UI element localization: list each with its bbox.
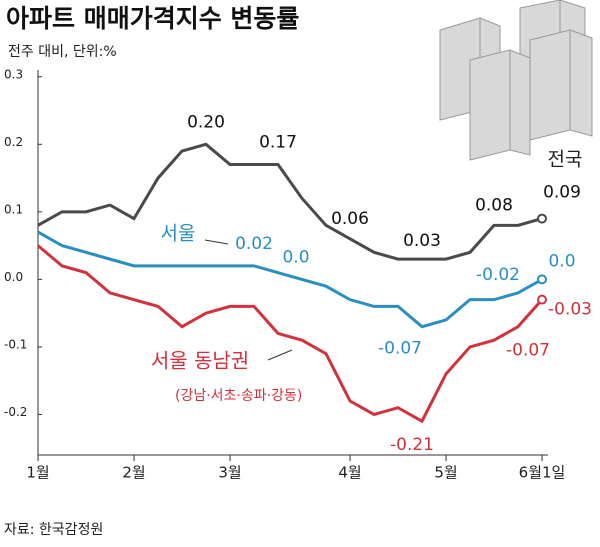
value-label: -0.02 bbox=[476, 265, 520, 285]
value-label: 0.20 bbox=[187, 112, 225, 132]
x-tick-label: 4월 bbox=[338, 464, 361, 482]
y-tick-label: 0.3 bbox=[4, 67, 23, 81]
value-label: 0.08 bbox=[475, 195, 513, 215]
annotation: (강남·서초·송파·강동) bbox=[175, 388, 302, 404]
value-label: -0.03 bbox=[548, 300, 592, 320]
value-label: -0.07 bbox=[378, 339, 422, 359]
value-label: 0.17 bbox=[259, 133, 297, 153]
x-tick-label: 3월 bbox=[218, 464, 241, 482]
y-tick-label: 0.1 bbox=[4, 202, 23, 216]
value-label: 0.0 bbox=[282, 247, 309, 267]
series-line bbox=[37, 142, 543, 261]
y-tick-label: 0.2 bbox=[4, 135, 23, 149]
chart-title: 아파트 매매가격지수 변동률 bbox=[6, 4, 299, 33]
value-label: 0.0 bbox=[548, 251, 575, 271]
chart-subtitle: 전주 대비, 단위:% bbox=[8, 44, 117, 60]
end-marker bbox=[537, 274, 547, 285]
series-name: 서울 bbox=[161, 223, 196, 245]
end-marker bbox=[537, 213, 547, 224]
value-label: -0.07 bbox=[506, 341, 550, 361]
y-tick-label: 0.0 bbox=[4, 270, 23, 284]
pointer bbox=[204, 239, 229, 245]
x-tick-label: 2월 bbox=[122, 464, 145, 482]
source: 자료: 한국감정원 bbox=[4, 522, 103, 538]
value-label: 0.09 bbox=[543, 183, 581, 203]
y-tick-label: -0.1 bbox=[4, 337, 27, 351]
series-name: 전국 bbox=[548, 149, 583, 171]
x-tick-label: 6월1일 bbox=[519, 464, 566, 482]
value-label: 0.02 bbox=[235, 234, 273, 254]
value-label: 0.03 bbox=[403, 231, 441, 251]
series-line bbox=[37, 244, 544, 424]
series-name: 서울 동남권 bbox=[151, 349, 249, 373]
series-line bbox=[37, 230, 543, 329]
end-marker bbox=[537, 294, 547, 305]
value-label: -0.21 bbox=[390, 435, 434, 455]
value-label: 0.06 bbox=[331, 209, 369, 229]
x-tick-label: 5월 bbox=[434, 464, 457, 482]
pointer bbox=[267, 349, 293, 361]
y-tick-label: -0.2 bbox=[4, 405, 27, 419]
buildings bbox=[439, 0, 593, 161]
x-tick-label: 1월 bbox=[26, 464, 49, 482]
